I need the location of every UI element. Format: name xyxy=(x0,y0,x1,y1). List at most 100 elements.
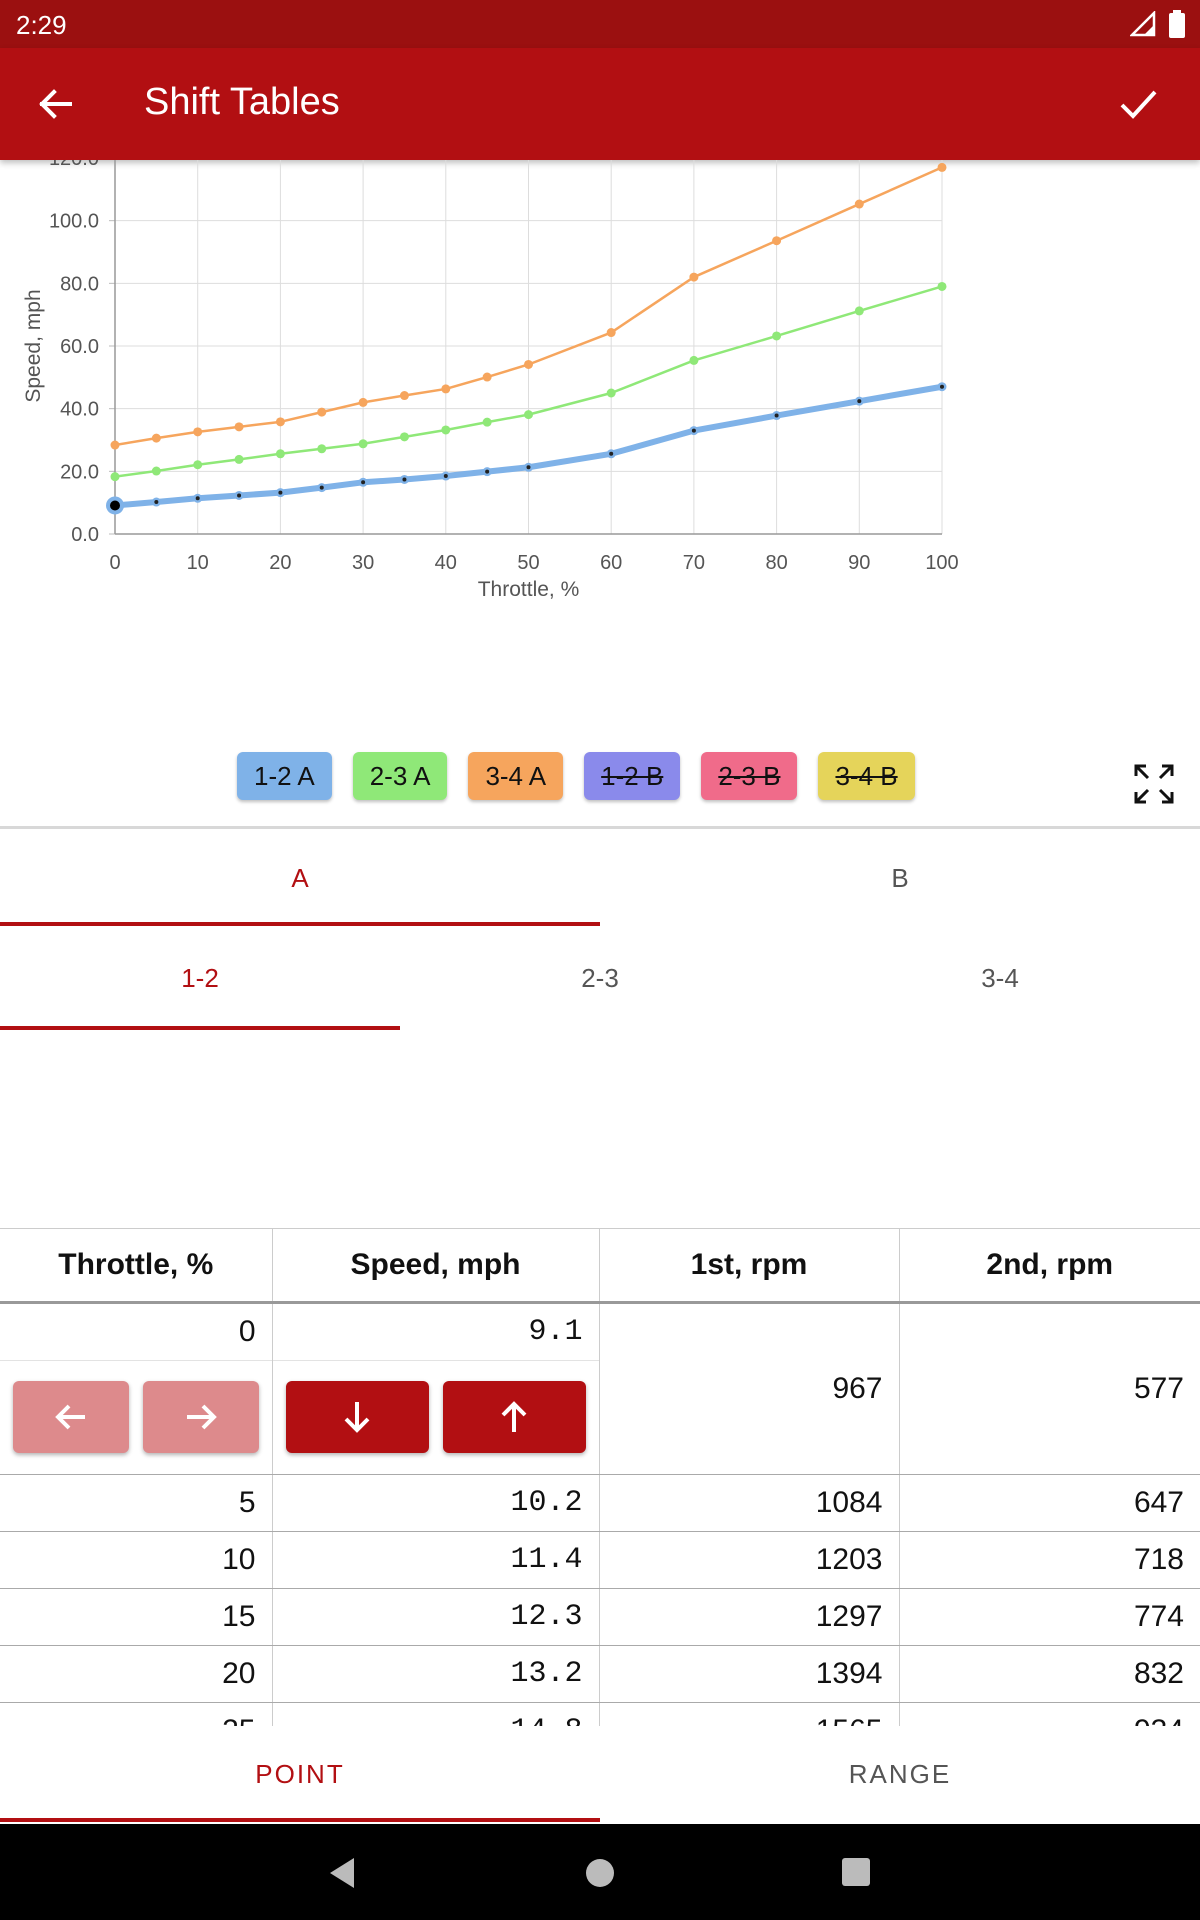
data-point-2-3-a xyxy=(234,454,244,464)
data-point-center xyxy=(402,477,407,482)
series-line-3-4-a xyxy=(114,166,943,447)
fullscreen-icon[interactable] xyxy=(1134,764,1174,804)
data-point-2-3-a xyxy=(854,306,864,316)
data-point-3-4-a xyxy=(317,407,327,417)
table-row[interactable]: 25 14.8 1565 934 xyxy=(0,1702,1200,1728)
data-point-center xyxy=(278,490,283,495)
cell-throttle: 5 xyxy=(0,1474,273,1532)
table-row[interactable]: 10 11.4 1203 718 xyxy=(0,1531,1200,1589)
tab-range[interactable]: RANGE xyxy=(848,1759,952,1789)
cell-rpm1: 1565 xyxy=(599,1702,900,1728)
increase-button[interactable] xyxy=(442,1381,586,1453)
data-point-3-4-a xyxy=(110,440,120,450)
header-speed: Speed, mph xyxy=(272,1228,600,1304)
shift-chart[interactable]: 0.0 20.0 40.0 60.0 80.0 100.0 120.0 0 10 20 30 40 50… xyxy=(0,160,1200,820)
shift-table[interactable]: Throttle, % Speed, mph 1st, rpm 2nd, rpm… xyxy=(0,1228,1200,1728)
x-tick-label: 10 xyxy=(187,552,209,574)
y-tick-label: 0.0 xyxy=(71,524,99,546)
data-point-2-3-a xyxy=(606,388,616,398)
data-point-2-3-a xyxy=(110,472,120,482)
data-point-center xyxy=(319,485,324,490)
y-axis-label: Speed, mph xyxy=(22,289,45,402)
x-tick-label: 80 xyxy=(765,552,787,574)
tab-indicator-ab xyxy=(0,922,600,926)
legend-chip-3-4-a[interactable]: 3-4 A xyxy=(468,752,564,800)
y-tick-label: 80.0 xyxy=(60,273,99,295)
tab-shift-1-2[interactable]: 1-2 xyxy=(181,963,219,993)
arrow-left-icon xyxy=(54,1404,85,1430)
data-point-2-3-a xyxy=(772,331,782,341)
divider xyxy=(0,826,1200,829)
x-tick-label: 30 xyxy=(352,552,374,574)
nav-recents-icon[interactable] xyxy=(842,1858,870,1886)
data-point-3-4-a xyxy=(358,397,368,407)
data-point-center xyxy=(609,451,614,456)
cell-throttle: 10 xyxy=(0,1531,273,1589)
cell-rpm2: 647 xyxy=(899,1474,1200,1532)
check-icon[interactable] xyxy=(1112,78,1164,130)
legend-chip-2-3-a[interactable]: 2-3 A xyxy=(352,752,448,800)
data-point-2-3-a xyxy=(689,355,699,365)
bottom-tabs: POINT RANGE xyxy=(0,1726,1200,1822)
data-point-2-3-a xyxy=(193,460,203,470)
cell-rpm2: 577 xyxy=(899,1302,1200,1475)
nav-home-icon[interactable] xyxy=(585,1858,615,1888)
data-point-2-3-a xyxy=(275,449,285,459)
tabs-ab: A B xyxy=(0,830,1200,926)
legend-chip-2-3-b[interactable]: 2-3 B xyxy=(701,752,798,800)
table-row[interactable]: 15 12.3 1297 774 xyxy=(0,1588,1200,1646)
table-row[interactable]: 20 13.2 1394 832 xyxy=(0,1645,1200,1703)
cell-speed[interactable]: 9.1 xyxy=(272,1304,599,1361)
page-title: Shift Tables xyxy=(144,81,340,123)
decrease-button[interactable] xyxy=(285,1381,429,1453)
cell-speed: 10.2 xyxy=(272,1474,600,1532)
move-right-button[interactable] xyxy=(142,1381,259,1453)
header-rpm2: 2nd, rpm xyxy=(899,1228,1200,1304)
legend-chip-1-2-a[interactable]: 1-2 A xyxy=(237,752,332,800)
cell-rpm1: 1084 xyxy=(599,1474,900,1532)
data-point-center xyxy=(691,428,696,433)
x-tick-label: 0 xyxy=(109,552,120,574)
back-arrow-icon[interactable] xyxy=(30,78,82,130)
table-row-selected[interactable]: 0 9.1 xyxy=(0,1302,1200,1475)
tab-shift-2-3[interactable]: 2-3 xyxy=(581,963,619,993)
nav-back-icon[interactable] xyxy=(326,1856,358,1890)
table-row[interactable]: 5 10.2 1084 647 xyxy=(0,1474,1200,1532)
chart-legend: 1-2 A 2-3 A 3-4 A 1-2 B 2-3 B 3-4 B xyxy=(237,752,915,800)
tab-shift-3-4[interactable]: 3-4 xyxy=(981,963,1019,993)
arrow-up-icon xyxy=(501,1401,527,1432)
data-point-3-4-a xyxy=(854,199,864,209)
data-point-center xyxy=(154,500,159,505)
data-point-2-3-a xyxy=(151,466,161,476)
cell-speed: 14.8 xyxy=(272,1702,600,1728)
x-tick-label: 60 xyxy=(600,552,622,574)
cell-rpm2: 934 xyxy=(899,1702,1200,1728)
tab-b[interactable]: B xyxy=(891,863,909,893)
data-point-3-4-a xyxy=(482,372,492,382)
data-point-3-4-a xyxy=(937,162,947,172)
data-point-center xyxy=(526,465,531,470)
tab-a[interactable]: A xyxy=(291,863,309,893)
tab-point[interactable]: POINT xyxy=(255,1759,345,1789)
data-point-2-3-a xyxy=(441,425,451,435)
x-tick-label: 90 xyxy=(848,552,870,574)
x-tick-label: 40 xyxy=(435,552,457,574)
legend-chip-1-2-b[interactable]: 1-2 B xyxy=(584,752,681,800)
data-point-center xyxy=(237,493,242,498)
move-left-button[interactable] xyxy=(12,1381,129,1453)
data-point-3-4-a xyxy=(399,391,409,401)
data-point-2-3-a xyxy=(524,410,533,420)
legend-chip-3-4-b[interactable]: 3-4 B xyxy=(818,752,915,800)
data-point-2-3-a xyxy=(399,432,409,442)
y-tick-label: 60.0 xyxy=(60,336,99,358)
data-point-center xyxy=(195,496,200,501)
signal-icon xyxy=(1130,11,1156,37)
x-tick-label: 70 xyxy=(683,552,705,574)
cell-rpm1: 967 xyxy=(599,1302,900,1475)
data-point-center xyxy=(361,480,366,485)
tab-indicator-shift xyxy=(0,1026,400,1030)
data-point-3-4-a xyxy=(275,417,285,427)
data-point-center xyxy=(857,399,862,404)
cell-rpm1: 1297 xyxy=(599,1588,900,1646)
x-tick-label: 20 xyxy=(269,552,291,574)
